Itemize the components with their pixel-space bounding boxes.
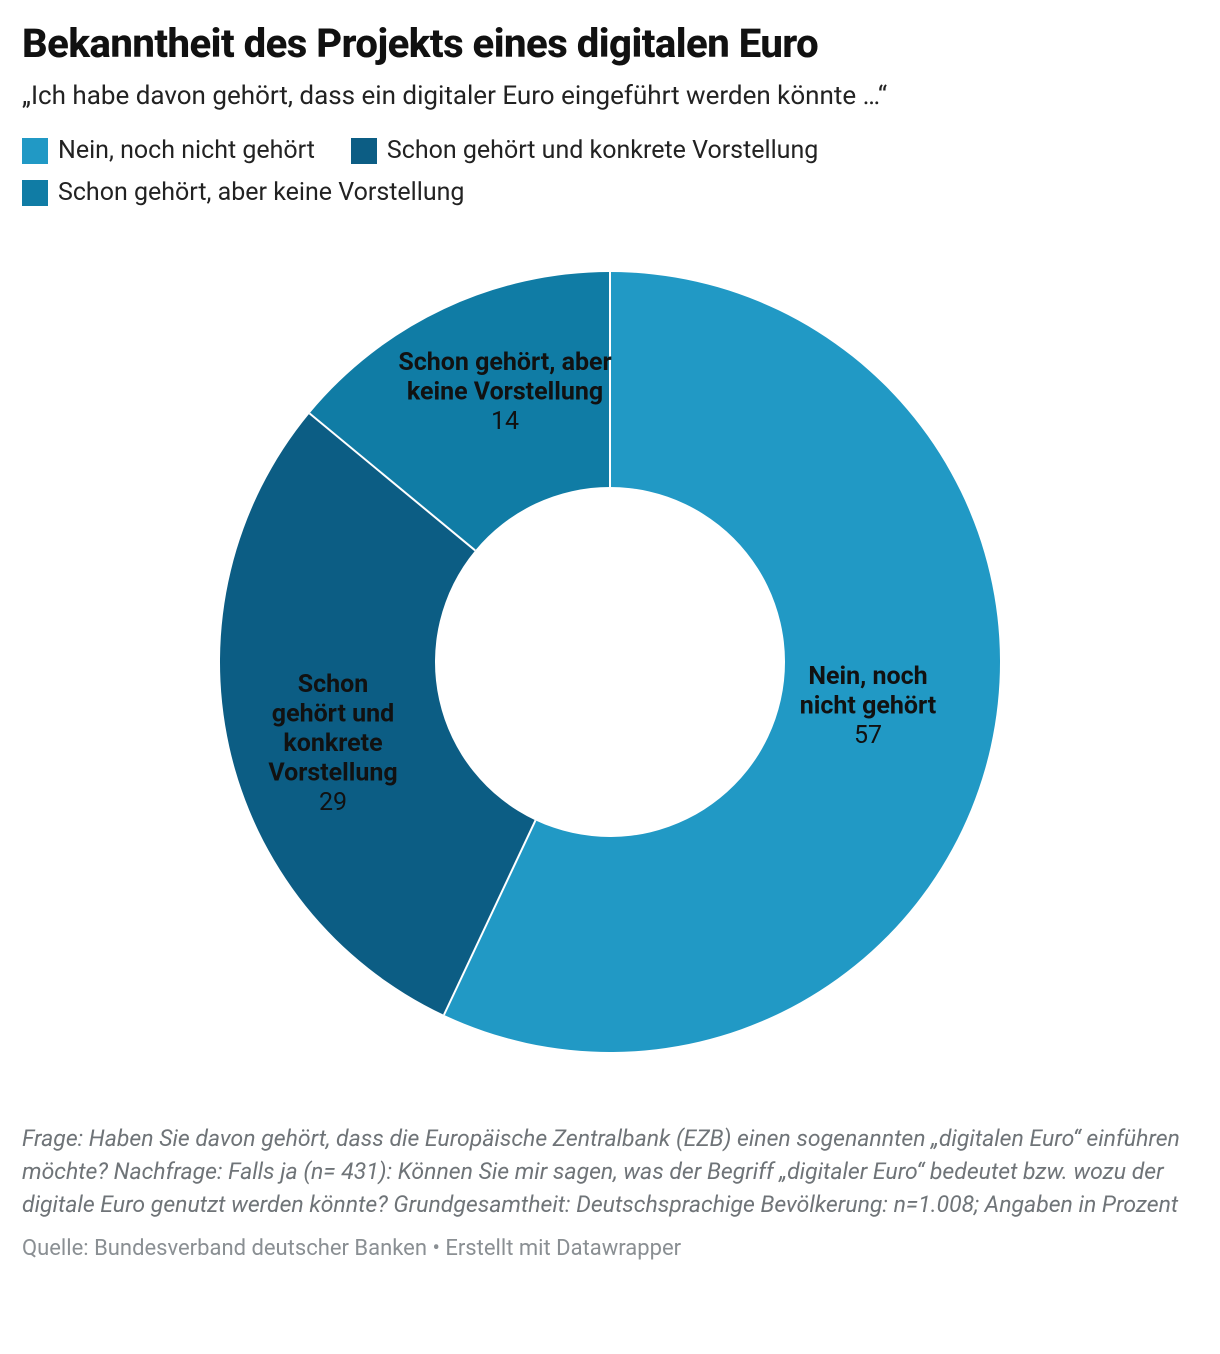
legend-label: Schon gehört und konkrete Vorstellung: [387, 133, 818, 169]
legend-item-not_heard: Nein, noch nicht gehört: [22, 133, 315, 169]
chart-title: Bekanntheit des Projekts eines digitalen…: [22, 20, 1198, 67]
legend-label: Nein, noch nicht gehört: [58, 133, 315, 169]
legend-item-heard_concrete: Schon gehört und konkrete Vorstellung: [351, 133, 818, 169]
legend-swatch: [22, 138, 48, 164]
legend-item-heard_no_idea: Schon gehört, aber keine Vorstellung: [22, 175, 464, 211]
chart-subtitle: „Ich habe davon gehört, dass ein digital…: [22, 81, 1198, 111]
chart-area: Nein, nochnicht gehört57Schongehört undk…: [22, 252, 1198, 1072]
legend-swatch: [22, 180, 48, 206]
donut-chart: Nein, nochnicht gehört57Schongehört undk…: [170, 252, 1050, 1072]
chart-container: Bekanntheit des Projekts eines digitalen…: [0, 0, 1220, 1291]
legend: Nein, noch nicht gehört Schon gehört und …: [22, 133, 1022, 212]
chart-footer: Quelle: Bundesverband deutscher Banken •…: [22, 1236, 1198, 1261]
legend-swatch: [351, 138, 377, 164]
chart-notes: Frage: Haben Sie davon gehört, dass die …: [22, 1122, 1198, 1222]
legend-label: Schon gehört, aber keine Vorstellung: [58, 175, 464, 211]
